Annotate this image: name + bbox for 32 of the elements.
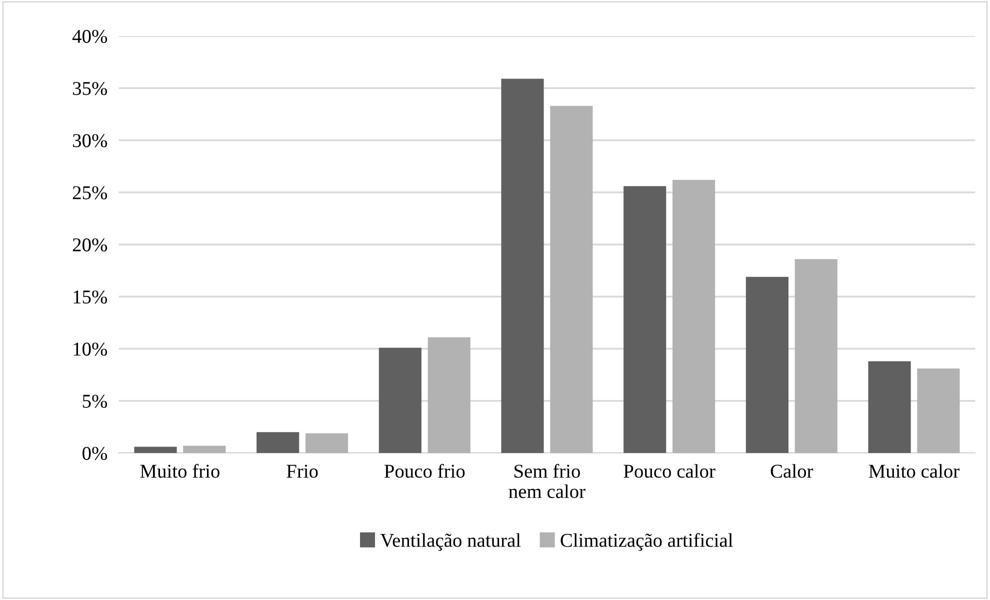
x-tick-label: Muito calor [868,464,960,478]
bar [183,446,226,453]
bar [868,361,911,453]
x-tick-label: Muito frio [140,464,220,478]
bar [917,368,960,453]
y-tick-label: 0% [82,446,108,460]
bar [550,106,593,453]
y-tick-label: 30% [72,134,108,148]
x-tick-label: Calor [770,464,814,478]
bar [428,337,470,453]
y-tick-label: 40% [72,30,108,43]
legend-label: Climatização artificial [560,533,733,551]
bar [134,446,177,453]
bar [624,186,666,453]
bar [501,78,544,453]
y-tick-label: 10% [74,342,108,356]
legend-label: Ventilação natural [380,533,521,551]
y-tick-label: 15% [74,290,108,304]
y-tick-label: 35% [72,82,108,96]
y-tick-label: 25% [72,186,108,200]
bar [305,433,348,453]
bar [746,276,788,453]
x-tick-label: Frio [286,464,318,478]
y-tick-label: 5% [82,394,108,408]
bar [794,259,838,453]
x-tick-label: Sem frio nem calor [508,464,586,498]
x-tick-label: Pouco frio [384,464,465,478]
x-tick-label: Pouco calor [624,464,716,478]
bar [672,180,716,453]
bar [378,348,422,453]
y-tick-label: 20% [72,238,108,252]
bar [256,432,300,453]
